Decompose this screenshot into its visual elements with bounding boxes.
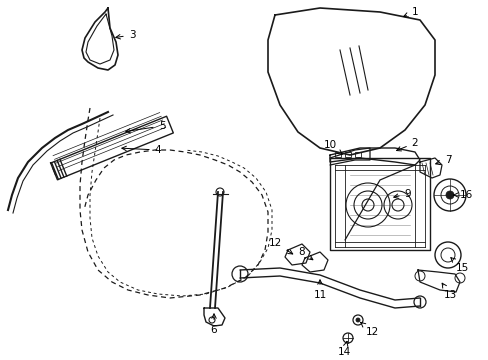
Text: 8: 8 [298,247,312,260]
Text: 7: 7 [435,155,450,165]
Text: 10: 10 [323,140,342,154]
Text: 5: 5 [125,121,165,133]
Text: 12: 12 [268,238,292,254]
Text: 15: 15 [450,258,468,273]
Bar [345,152,350,157]
Circle shape [355,318,359,322]
Text: 14: 14 [337,341,350,357]
Text: 3: 3 [116,30,135,40]
Text: 12: 12 [360,322,378,337]
Text: 6: 6 [210,314,217,335]
Text: 13: 13 [441,283,456,300]
Text: 9: 9 [393,189,410,199]
Text: 11: 11 [313,280,326,300]
Bar [354,152,360,157]
Circle shape [445,191,453,199]
Text: 2: 2 [396,138,417,151]
Text: 1: 1 [403,7,417,17]
Bar [334,152,340,157]
Text: 4: 4 [122,145,161,155]
Text: 16: 16 [453,190,472,200]
